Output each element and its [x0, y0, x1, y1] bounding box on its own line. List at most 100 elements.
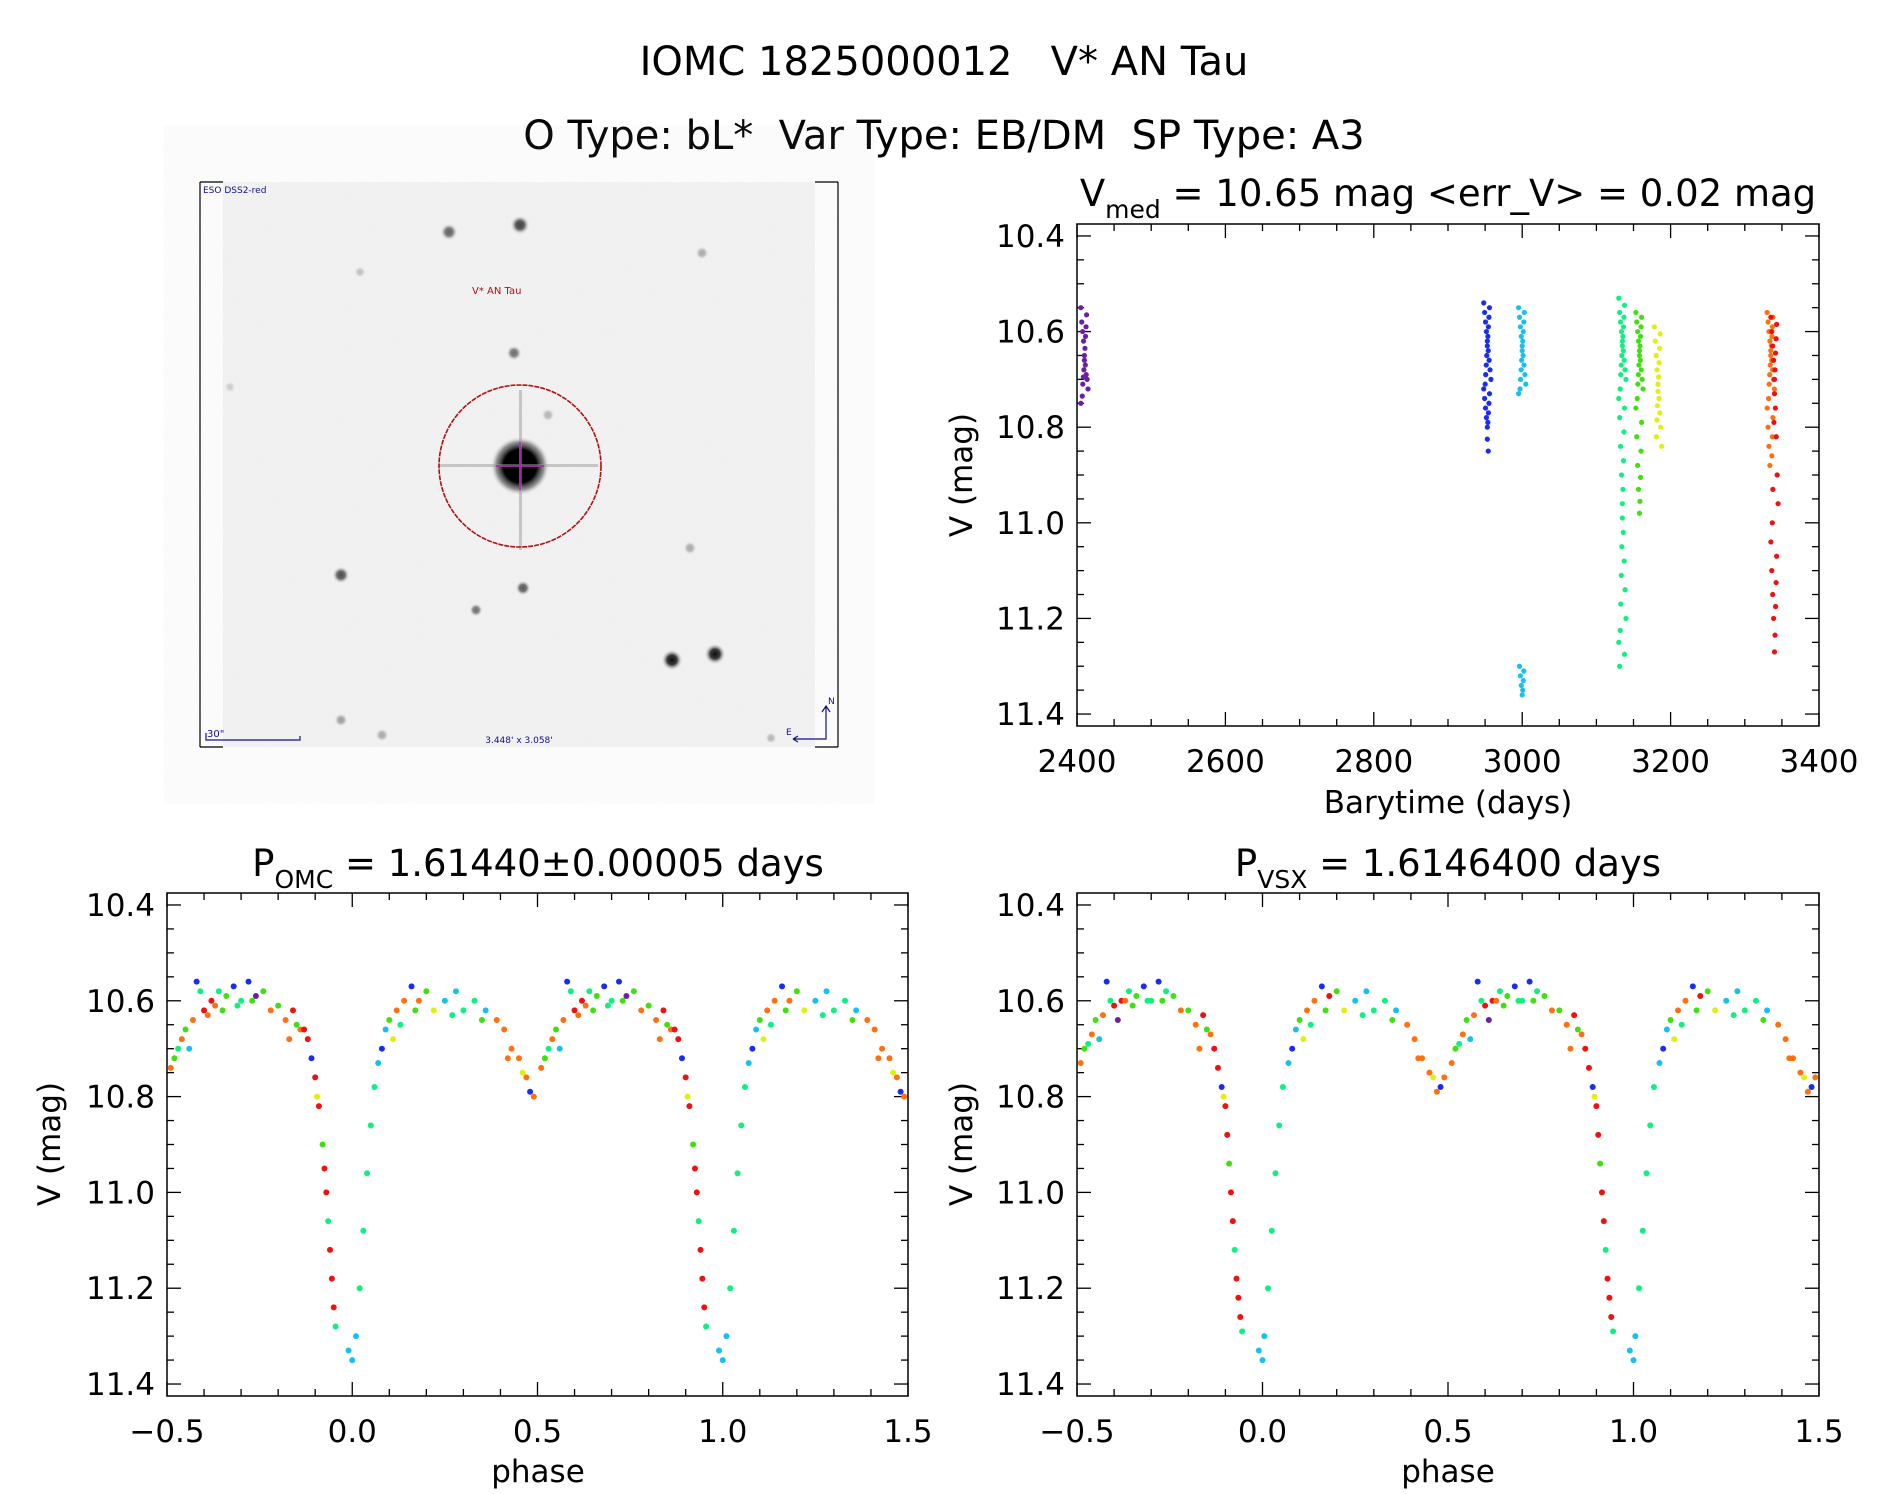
data-point [1192, 1021, 1199, 1028]
data-point [1516, 314, 1523, 320]
data-point [853, 1007, 860, 1014]
y-axis-label: V (mag) [32, 1082, 68, 1206]
data-point [1654, 403, 1661, 409]
data-point [1621, 405, 1628, 411]
data-point [1521, 309, 1527, 316]
y-tick-label: 10.8 [996, 410, 1065, 446]
data-point [393, 1007, 400, 1014]
data-point [1518, 682, 1524, 688]
data-point [1096, 1036, 1103, 1043]
data-point [1630, 1357, 1637, 1364]
data-point [734, 1170, 741, 1177]
data-point [1772, 350, 1779, 356]
x-tick-label: 2600 [1186, 744, 1265, 780]
data-point [1770, 486, 1776, 492]
data-point [345, 1347, 352, 1354]
data-point [1125, 988, 1132, 995]
title-subscript: OMC [274, 865, 333, 894]
data-point [275, 1002, 282, 1009]
data-point [1620, 486, 1626, 492]
data-point [1650, 1084, 1657, 1091]
y-tick-label: 10.4 [86, 888, 155, 924]
data-point [801, 1007, 808, 1014]
data-point [328, 1275, 335, 1282]
title-rest: = 10.65 mag <err_V> = 0.02 mag [1161, 172, 1816, 215]
data-point [1608, 1313, 1615, 1320]
data-point [1085, 1040, 1092, 1047]
data-point [378, 1045, 385, 1052]
data-point [352, 1333, 359, 1340]
data-point [593, 992, 600, 999]
data-point [1483, 372, 1489, 378]
data-point [332, 1323, 339, 1330]
data-point [1083, 312, 1090, 318]
data-point [1081, 1045, 1088, 1052]
data-point [1623, 615, 1629, 622]
data-point [1637, 474, 1644, 480]
data-point [515, 1055, 522, 1062]
data-point [1107, 997, 1114, 1004]
data-point [1773, 434, 1779, 440]
x-axis-label: Barytime (days) [1324, 785, 1573, 821]
data-point [1769, 520, 1775, 526]
data-point [204, 1012, 211, 1019]
data-point [1488, 376, 1494, 382]
x-tick-label: −0.5 [1039, 1414, 1114, 1450]
data-point [1658, 424, 1664, 430]
data-point [1237, 1313, 1244, 1320]
data-point [1774, 321, 1780, 327]
data-point [493, 1016, 500, 1023]
data-point [252, 992, 259, 999]
data-point [1521, 668, 1527, 674]
data-point [741, 1084, 748, 1091]
data-point [1640, 386, 1646, 392]
y-tick-label: 11.2 [86, 1271, 155, 1307]
data-point [1441, 1074, 1448, 1081]
data-point [767, 1021, 774, 1028]
data-point [1616, 395, 1622, 402]
data-point [779, 983, 786, 990]
data-point [1389, 1016, 1396, 1023]
data-point [1782, 1036, 1789, 1043]
data-point [1618, 328, 1625, 335]
data-point [1487, 367, 1493, 373]
data-point [1233, 1275, 1240, 1282]
data-point [1808, 1084, 1815, 1091]
data-point [1636, 352, 1643, 359]
data-point [1636, 1285, 1643, 1292]
data-point [482, 1007, 489, 1014]
data-point [1393, 1007, 1400, 1014]
data-point [1734, 988, 1741, 995]
data-point [314, 1093, 321, 1100]
data-point [1619, 501, 1625, 507]
data-point [171, 1055, 178, 1062]
data-point [1227, 1189, 1234, 1196]
data-point [1636, 362, 1642, 368]
data-point [686, 1103, 693, 1110]
data-point [1084, 376, 1090, 382]
star [683, 541, 697, 555]
data-point [701, 1304, 708, 1311]
data-point [1618, 572, 1624, 579]
data-point [1484, 352, 1490, 359]
phase-omc-chart: POMC = 1.61440±0.00005 days phase V (mag… [32, 842, 933, 1490]
y-tick-label: 10.6 [996, 315, 1065, 351]
data-point [1517, 386, 1523, 392]
data-point [1482, 1002, 1489, 1009]
data-point [1467, 1036, 1474, 1043]
data-point [293, 1021, 300, 1028]
y-tick-label: 11.4 [996, 697, 1065, 733]
data-point [571, 1007, 578, 1014]
data-point [1582, 1045, 1589, 1052]
data-point [771, 997, 778, 1004]
data-point [1484, 343, 1490, 349]
data-point [1214, 1064, 1221, 1071]
data-point [327, 1246, 334, 1253]
data-point [1766, 443, 1772, 449]
data-point [1080, 374, 1086, 380]
data-point [1772, 632, 1778, 638]
data-point [1481, 386, 1487, 392]
data-point [1619, 544, 1625, 550]
data-point [312, 1074, 319, 1081]
data-point [1663, 1026, 1670, 1033]
